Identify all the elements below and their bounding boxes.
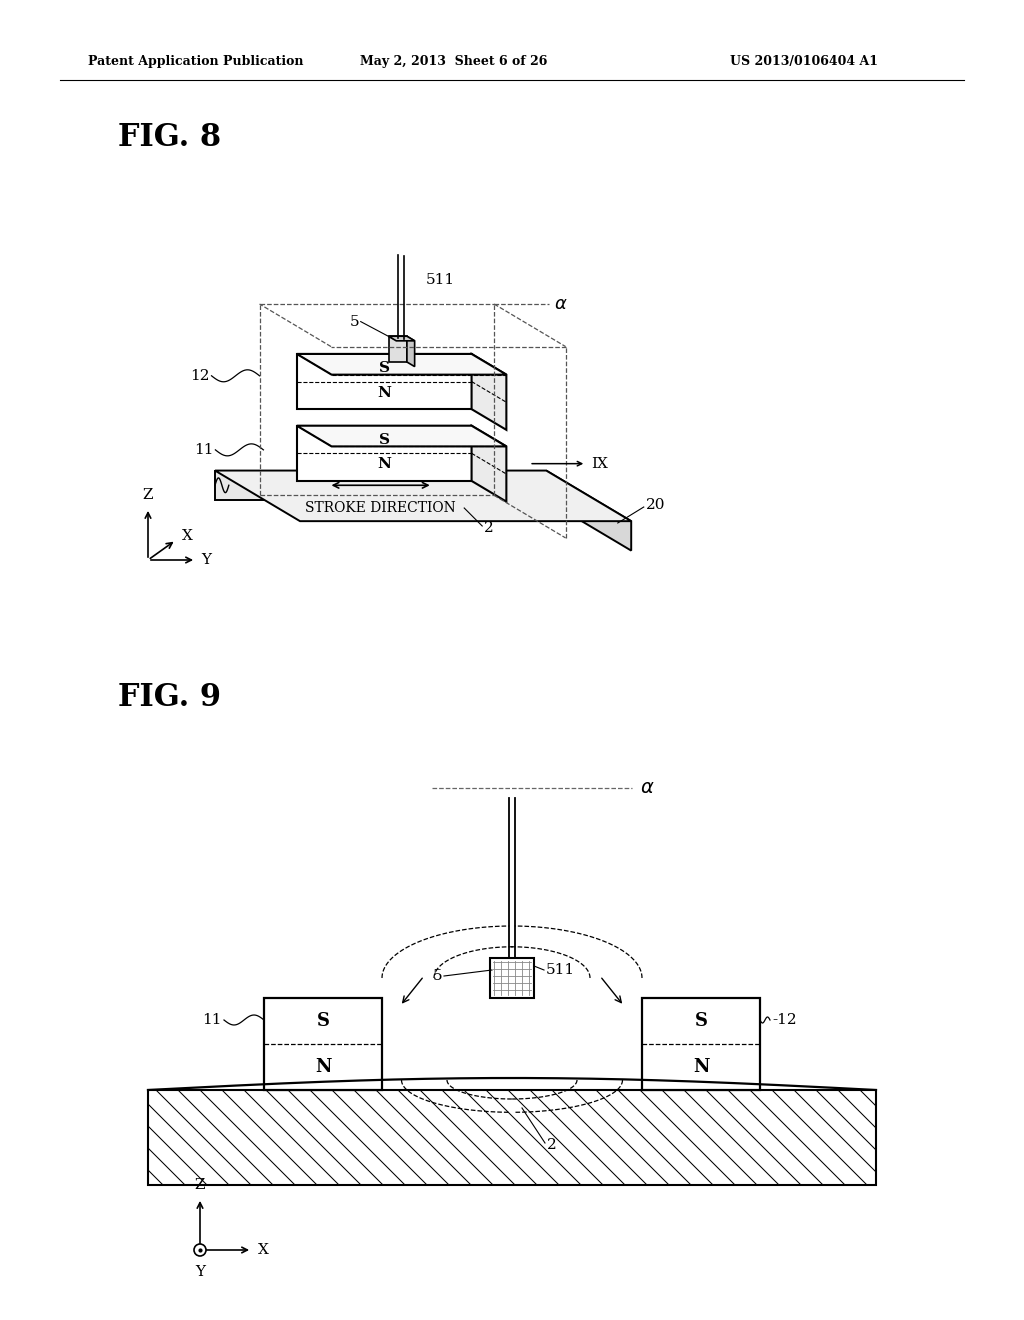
Text: -12: -12: [772, 1012, 797, 1027]
Text: FIG. 8: FIG. 8: [118, 121, 221, 153]
Text: 511: 511: [546, 964, 575, 977]
Text: FIG. 9: FIG. 9: [118, 682, 221, 713]
Text: $\alpha$: $\alpha$: [554, 296, 567, 313]
Polygon shape: [215, 470, 546, 500]
Text: Patent Application Publication: Patent Application Publication: [88, 55, 303, 69]
Text: S: S: [694, 1012, 708, 1030]
Polygon shape: [215, 470, 631, 521]
Text: N: N: [377, 385, 391, 400]
Text: 11: 11: [194, 442, 213, 457]
Circle shape: [194, 1243, 206, 1257]
Bar: [642, 998, 760, 1090]
Polygon shape: [297, 426, 506, 446]
Polygon shape: [546, 470, 631, 550]
Text: Z: Z: [142, 488, 154, 502]
Polygon shape: [472, 426, 506, 502]
Text: 5: 5: [350, 314, 359, 329]
Text: 20: 20: [646, 498, 666, 512]
Text: 5: 5: [432, 969, 442, 983]
Text: May 2, 2013  Sheet 6 of 26: May 2, 2013 Sheet 6 of 26: [360, 55, 548, 69]
Polygon shape: [297, 426, 472, 480]
Text: Y: Y: [201, 553, 211, 568]
Text: N: N: [314, 1059, 331, 1076]
Polygon shape: [297, 354, 506, 375]
Bar: [264, 998, 382, 1090]
Bar: [148, 1090, 876, 1185]
Text: 2: 2: [484, 521, 494, 535]
Polygon shape: [297, 354, 472, 409]
Polygon shape: [407, 337, 415, 367]
Text: N: N: [377, 457, 391, 471]
Text: 11: 11: [203, 1012, 222, 1027]
Text: S: S: [316, 1012, 330, 1030]
Text: Z: Z: [195, 1177, 205, 1192]
Text: 511: 511: [426, 273, 455, 286]
Polygon shape: [472, 354, 506, 430]
Polygon shape: [388, 337, 407, 362]
Text: Y: Y: [195, 1265, 205, 1279]
Text: STROKE DIRECTION: STROKE DIRECTION: [305, 502, 456, 515]
Text: 2: 2: [547, 1138, 557, 1152]
Text: X: X: [182, 529, 193, 543]
Text: S: S: [379, 360, 390, 375]
Text: US 2013/0106404 A1: US 2013/0106404 A1: [730, 55, 878, 69]
Text: N: N: [693, 1059, 710, 1076]
Text: X: X: [258, 1243, 269, 1257]
Text: S: S: [379, 433, 390, 446]
Bar: [490, 958, 534, 998]
Text: $\alpha$: $\alpha$: [640, 779, 654, 797]
Polygon shape: [388, 337, 415, 341]
Text: IX: IX: [591, 457, 608, 471]
Text: 12: 12: [190, 368, 210, 383]
